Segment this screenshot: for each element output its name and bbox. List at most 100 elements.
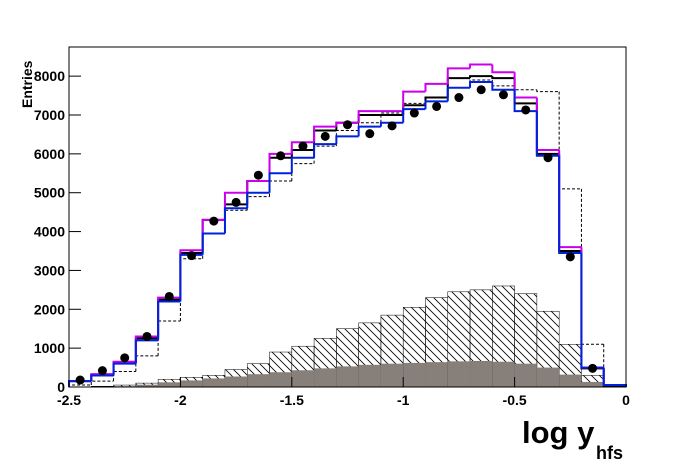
data-point xyxy=(565,252,575,262)
y-tick-label: 0 xyxy=(57,379,65,395)
y-tick-label: 4000 xyxy=(34,224,65,240)
data-point xyxy=(365,129,375,139)
step-line xyxy=(246,180,270,193)
data-point xyxy=(521,105,531,115)
filled-bar xyxy=(470,360,493,387)
y-tick-label: 3000 xyxy=(34,262,65,278)
data-point xyxy=(142,331,152,341)
step-line xyxy=(469,63,493,69)
filled-bar xyxy=(336,366,359,387)
data-point xyxy=(253,170,263,180)
step-line xyxy=(491,76,515,80)
x-tick-label: -2.5 xyxy=(57,392,81,408)
step-line xyxy=(491,64,515,74)
y-tick-label: 8000 xyxy=(34,68,65,84)
step-line xyxy=(357,125,381,137)
step-line xyxy=(469,75,493,79)
data-point xyxy=(454,93,464,103)
data-point xyxy=(209,216,219,226)
step-line xyxy=(290,141,315,154)
y-tick-label: 7000 xyxy=(34,107,65,123)
x-tick-label: -2 xyxy=(174,392,187,408)
data-point xyxy=(476,85,486,95)
filled-bar xyxy=(447,361,471,387)
x-tick-label: -1 xyxy=(397,392,410,408)
step-line xyxy=(469,80,493,88)
filled-bar xyxy=(425,362,448,387)
data-point xyxy=(231,197,241,207)
data-point xyxy=(320,131,330,141)
x-tick-label: 0 xyxy=(622,392,630,408)
filled-bar xyxy=(135,384,159,387)
filled-bar xyxy=(291,370,315,387)
x-axis-label-sub: hfs xyxy=(596,443,623,463)
step-line xyxy=(246,191,270,209)
step-line xyxy=(290,156,315,174)
y-tick-label: 1000 xyxy=(34,340,65,356)
data-point xyxy=(543,153,553,163)
filled-bar xyxy=(202,378,225,387)
step-line xyxy=(134,339,159,364)
data-point xyxy=(387,121,397,131)
filled-bar xyxy=(581,381,604,387)
y-tick-label: 5000 xyxy=(34,185,65,201)
filled-bar xyxy=(180,380,203,387)
data-point xyxy=(298,141,308,151)
filled-bar xyxy=(158,382,181,387)
step-line xyxy=(157,300,181,341)
data-point xyxy=(343,120,352,130)
dashed-step xyxy=(536,89,560,93)
frame xyxy=(68,46,627,388)
step-line xyxy=(402,90,426,112)
data-point xyxy=(164,291,174,301)
y-tick-label: 6000 xyxy=(34,146,65,162)
filled-bar xyxy=(247,374,270,387)
step-line xyxy=(313,143,337,158)
filled-bar xyxy=(514,363,537,387)
filled-bar xyxy=(559,374,582,387)
step-line xyxy=(268,172,292,193)
filled-bar xyxy=(380,363,404,387)
data-point xyxy=(97,366,107,376)
step-line xyxy=(313,125,337,143)
step-line xyxy=(223,207,248,234)
step-line xyxy=(357,110,381,123)
step-line xyxy=(201,232,225,255)
data-point xyxy=(75,375,85,385)
data-point xyxy=(498,90,508,100)
step-line xyxy=(424,82,448,92)
filled-bar xyxy=(403,362,426,387)
x-tick-label: -0.5 xyxy=(503,392,527,408)
step-line xyxy=(558,155,582,254)
x-tick-label: -1.5 xyxy=(280,392,304,408)
filled-bar xyxy=(269,372,292,387)
filled-bar xyxy=(358,364,381,387)
filled-bar xyxy=(492,361,515,387)
x-axis-label: log y xyxy=(522,415,595,450)
step-line xyxy=(446,67,471,84)
step-line xyxy=(379,121,404,127)
y-axis-label: Entries xyxy=(19,60,35,108)
data-point xyxy=(120,353,130,363)
step-line xyxy=(335,135,359,145)
step-line xyxy=(90,374,114,382)
plot-area xyxy=(68,63,627,388)
step-line xyxy=(424,100,448,110)
filled-bar xyxy=(314,368,337,387)
data-point xyxy=(187,251,197,261)
data-point xyxy=(409,108,419,118)
data-point xyxy=(432,101,442,111)
data-point xyxy=(588,363,598,373)
y-tick-label: 2000 xyxy=(34,301,65,317)
filled-bar xyxy=(536,367,560,387)
filled-bar xyxy=(224,376,248,387)
data-point xyxy=(276,151,286,161)
dashed-step xyxy=(90,380,114,386)
step-line xyxy=(491,81,515,91)
step-line xyxy=(112,362,136,376)
dashed-step xyxy=(157,320,181,356)
step-line xyxy=(446,86,471,102)
step-line xyxy=(402,108,426,123)
